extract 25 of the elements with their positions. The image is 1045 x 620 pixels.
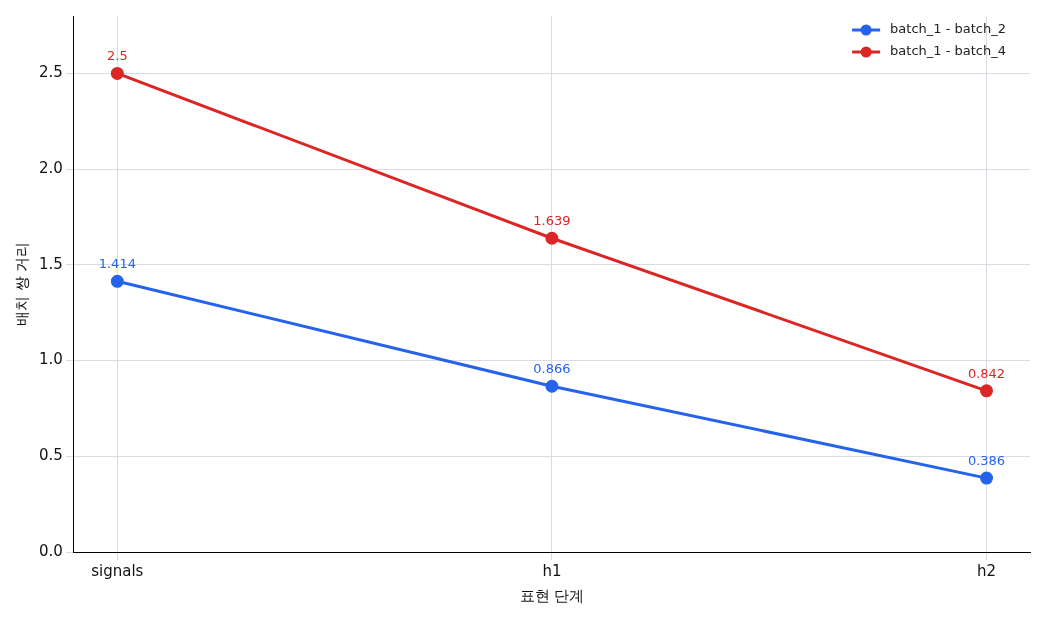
- data-label: 0.842: [967, 365, 1006, 381]
- y-tick-label: 1.0: [39, 350, 63, 369]
- x-tick-label: signals: [91, 561, 144, 580]
- y-tick-label: 1.5: [39, 254, 63, 273]
- y-tick-label: 2.0: [39, 159, 63, 178]
- point: [545, 231, 559, 245]
- x-axis-title: 표현 단계: [519, 586, 585, 605]
- legend-label: batch_1 - batch_2: [890, 21, 1006, 37]
- y-axis-title: 배치 쌍 거리: [12, 241, 31, 327]
- data-label: 1.639: [533, 213, 571, 229]
- point: [980, 384, 994, 398]
- x-tick-label: h2: [977, 561, 997, 580]
- data-label: 0.386: [967, 452, 1006, 468]
- point: [980, 471, 994, 485]
- y-tick-label: 0.0: [39, 541, 63, 560]
- legend-label: batch_1 - batch_4: [890, 43, 1006, 59]
- point: [545, 379, 559, 393]
- data-label: 0.866: [533, 361, 571, 377]
- point: [110, 66, 124, 80]
- data-label: 2.5: [106, 48, 128, 64]
- y-tick-label: 0.5: [39, 446, 63, 465]
- x-tick-label: h1: [542, 561, 562, 580]
- point: [110, 274, 124, 288]
- data-label: 1.414: [98, 256, 136, 272]
- y-tick-label: 2.5: [39, 63, 63, 82]
